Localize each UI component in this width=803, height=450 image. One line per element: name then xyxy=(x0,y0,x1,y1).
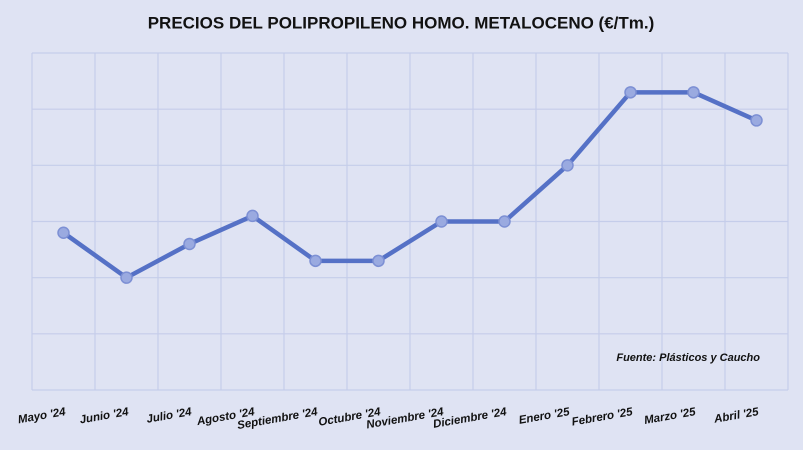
point xyxy=(498,215,511,228)
point xyxy=(561,159,574,172)
point xyxy=(687,86,700,99)
point xyxy=(435,215,448,228)
line xyxy=(62,90,758,280)
point xyxy=(372,254,385,268)
point xyxy=(57,226,70,239)
point xyxy=(246,209,259,223)
point xyxy=(309,254,322,268)
point xyxy=(750,114,763,127)
chart-title: PRECIOS DEL POLIPROPILENO HOMO. METALOCE… xyxy=(148,13,655,32)
source-note: Fuente: Plásticos y Caucho xyxy=(616,352,760,364)
point xyxy=(183,237,196,251)
point xyxy=(624,86,637,99)
point xyxy=(120,271,133,284)
